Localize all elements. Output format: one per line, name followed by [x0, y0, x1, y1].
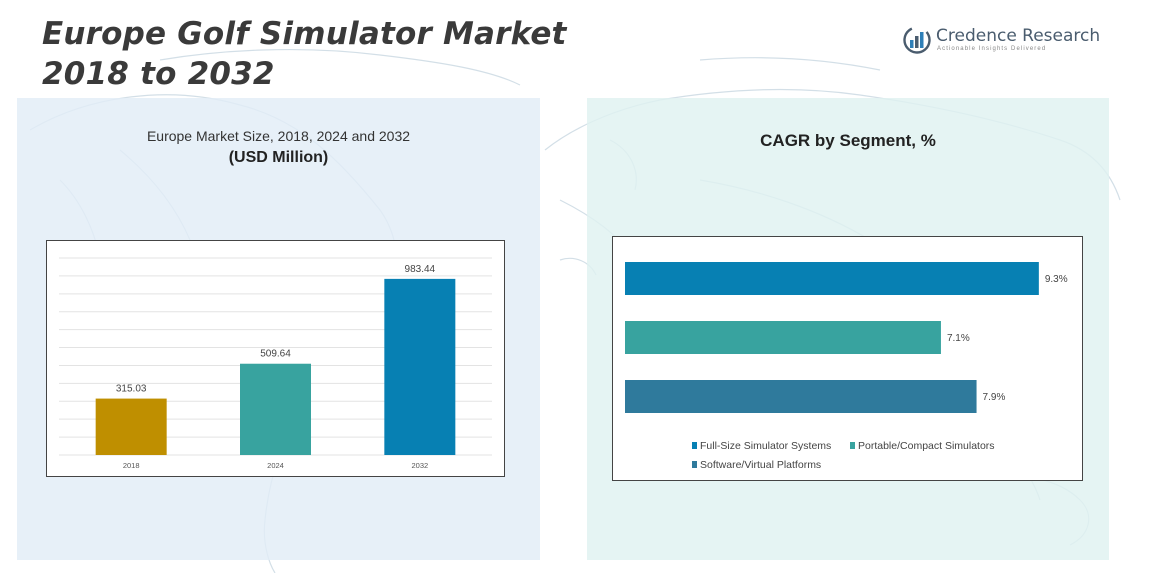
cagr-bar-software-virtual-platforms: [625, 380, 977, 413]
x-tick-label-2024: 2024: [267, 461, 284, 470]
legend-label-software: Software/Virtual Platforms: [700, 459, 822, 471]
x-tick-label-2032: 2032: [411, 461, 428, 470]
bar-2018: [95, 398, 167, 455]
legend-swatch-software: [692, 461, 697, 468]
logo-tagline: Actionable Insights Delivered: [937, 46, 1047, 52]
market-size-unit: (USD Million): [228, 149, 329, 166]
bar-2024: [240, 363, 311, 455]
credence-research-logo: Credence Research Actionable Insights De…: [903, 24, 1100, 58]
legend-item-full-size: Full-Size Simulator Systems: [692, 440, 831, 452]
legend-item-software: Software/Virtual Platforms: [692, 459, 821, 471]
legend-item-portable: Portable/Compact Simulators: [850, 440, 995, 452]
logo-name: Credence Research: [936, 26, 1101, 46]
cagr-chart: 9.3% 7.1% 7.9% Full-Size Simulator Systems…: [612, 236, 1083, 481]
cagr-bar-portable-compact-simulators: [625, 321, 941, 354]
title-line-2: 2018 to 2032: [42, 56, 275, 92]
cagr-bar-full-size-simulator-systems: [625, 262, 1039, 295]
bar-value-label-2024: 509.64: [260, 349, 291, 360]
credence-logo-icon: [903, 26, 931, 54]
cagr-title: CAGR by Segment, %: [760, 131, 936, 150]
cagr-label-full-size-simulator-systems: 9.3%: [1045, 274, 1068, 285]
cagr-label-portable-compact-simulators: 7.1%: [947, 333, 970, 344]
page-title: Europe Golf Simulator Market 2018 to 203…: [42, 14, 567, 94]
legend-swatch-full-size: [692, 442, 697, 449]
bar-2032: [384, 278, 456, 455]
cagr-chart-svg: 9.3% 7.1% 7.9%: [625, 262, 1068, 413]
title-line-1: Europe Golf Simulator Market: [42, 16, 567, 52]
bar-value-label-2018: 315.03: [116, 384, 147, 395]
legend-label-full-size: Full-Size Simulator Systems: [700, 440, 832, 452]
market-size-chart: 315.03 2018 509.64 2024 983.44 2032: [46, 240, 505, 477]
bar-value-label-2032: 983.44: [405, 264, 436, 275]
legend-swatch-portable: [850, 442, 855, 449]
legend-label-portable: Portable/Compact Simulators: [858, 440, 995, 452]
cagr-label-software-virtual-platforms: 7.9%: [983, 392, 1006, 403]
market-size-chart-svg: 315.03 2018 509.64 2024 983.44 2032: [59, 257, 492, 470]
x-tick-label-2018: 2018: [123, 461, 140, 470]
market-size-subtitle: Europe Market Size, 2018, 2024 and 2032: [146, 128, 411, 144]
